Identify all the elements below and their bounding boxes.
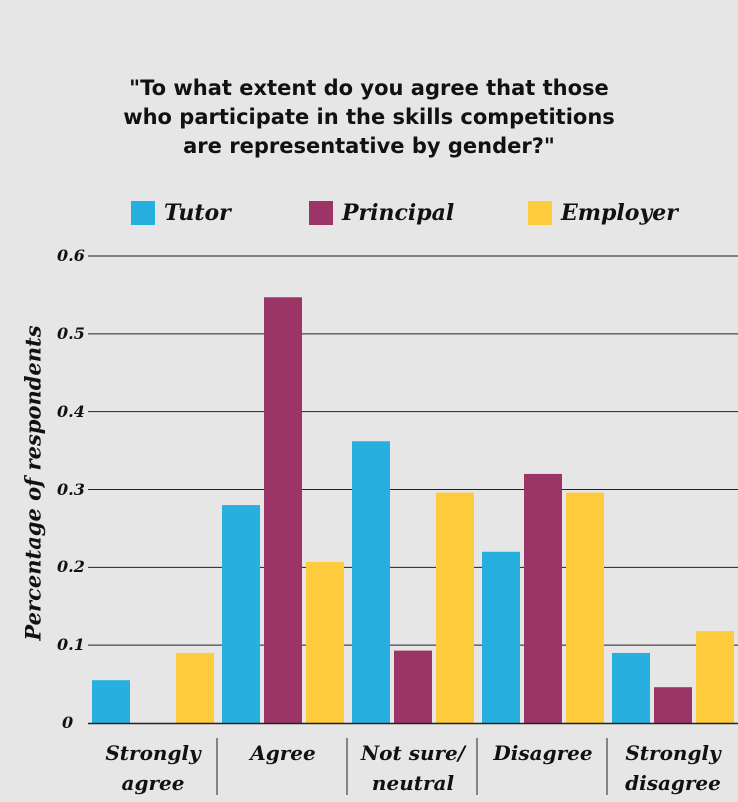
legend-label-principal: Principal [342, 200, 455, 226]
x-category-label: Disagree [481, 738, 605, 768]
x-category-label-line: Agree [250, 741, 316, 765]
x-category-label: Strongly disagree [611, 738, 735, 798]
bar-employer-4 [696, 631, 734, 723]
chart-title-line-2: who participate in the skills competitio… [123, 105, 615, 129]
legend-label-employer: Employer [561, 200, 678, 226]
x-category-label: Agree [221, 738, 345, 768]
y-tick-label: 0.4 [57, 401, 85, 421]
bar-tutor-1 [222, 505, 260, 723]
y-tick-label: 0.5 [57, 323, 85, 343]
bar-tutor-4 [612, 652, 650, 723]
x-category-label-line: neutral [371, 771, 455, 795]
legend-label-tutor: Tutor [164, 200, 231, 226]
bar-principal-2 [394, 650, 432, 723]
bar-tutor-0 [92, 680, 130, 723]
legend-swatch-tutor [131, 201, 155, 225]
x-category-label: Not sure/neutral [351, 738, 475, 798]
bar-principal-4 [654, 687, 692, 723]
x-category-label-line: agree [121, 771, 185, 795]
y-tick-label: 0.6 [57, 246, 85, 265]
bar-principal-3 [524, 473, 562, 723]
bar-employer-1 [306, 561, 344, 723]
y-tick-label: 0.1 [57, 635, 85, 655]
chart-title-line-1: "To what extent do you agree that those [129, 76, 609, 100]
x-category-label-line: Strongly [625, 741, 721, 765]
bar-employer-3 [566, 492, 604, 723]
legend-item-employer: Employer [528, 200, 678, 226]
x-category-label-line: disagree [625, 771, 721, 795]
chart-title-line-3: are representative by gender?" [183, 134, 555, 158]
y-tick-label: 0.3 [57, 479, 85, 499]
legend-swatch-employer [528, 201, 552, 225]
chart-legend: Tutor Principal Employer [0, 200, 738, 230]
x-category-label-line: Not sure/ [360, 741, 466, 765]
y-tick-label: 0 [62, 713, 74, 732]
bar-employer-0 [176, 652, 214, 723]
x-category-label-line: Strongly [105, 741, 201, 765]
x-category-label-line: Disagree [493, 741, 593, 765]
bar-employer-2 [436, 492, 474, 723]
chart-title: "To what extent do you agree that those … [0, 74, 738, 161]
bar-tutor-3 [482, 551, 520, 723]
legend-swatch-principal [309, 201, 333, 225]
bar-principal-1 [264, 297, 302, 723]
bar-tutor-2 [352, 441, 390, 723]
legend-item-tutor: Tutor [131, 200, 231, 226]
y-tick-label: 0.2 [57, 557, 85, 577]
x-category-label: Strongly agree [91, 738, 215, 798]
legend-item-principal: Principal [309, 200, 454, 226]
